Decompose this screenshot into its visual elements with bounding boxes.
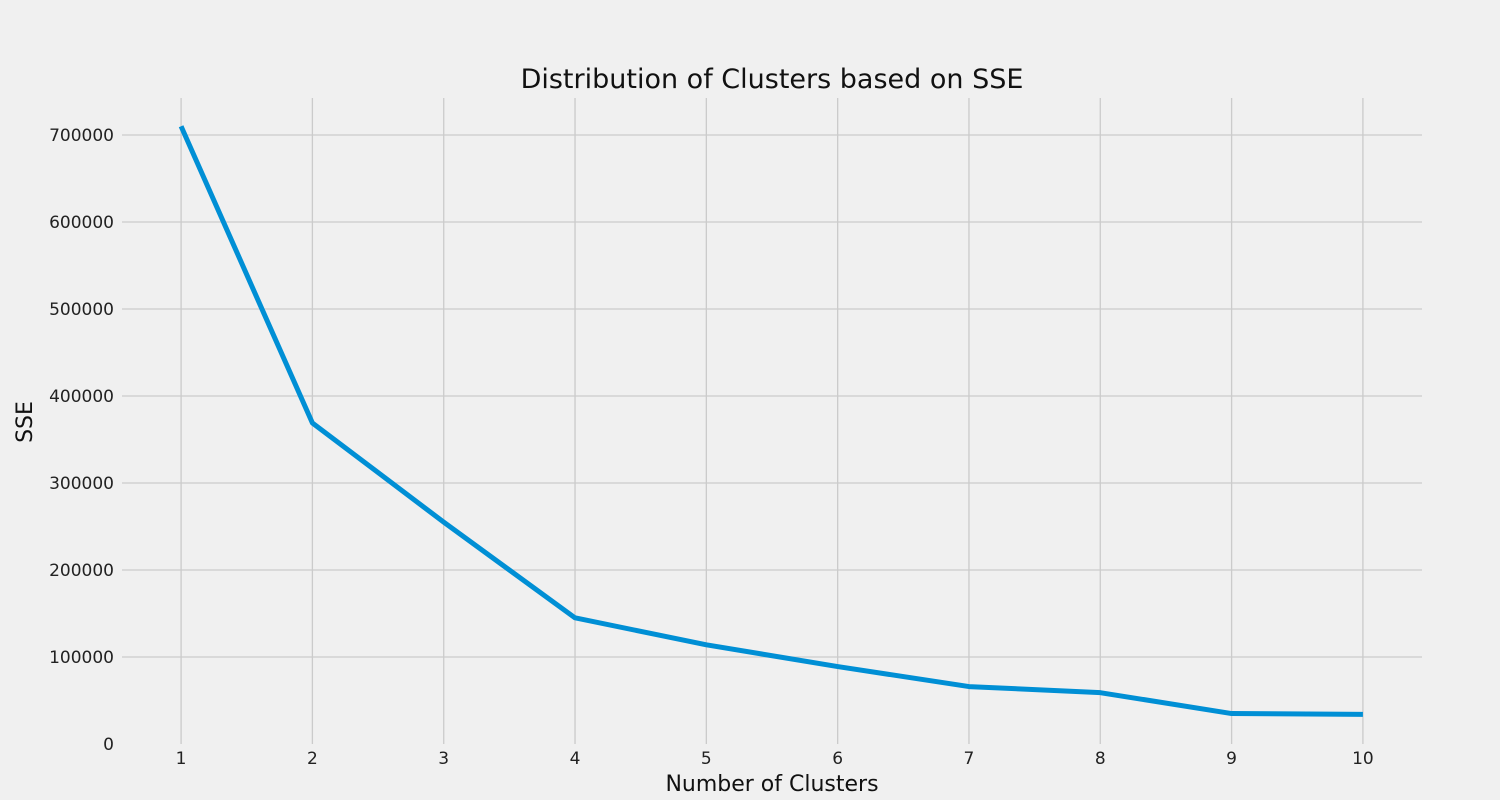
- y-tick-label: 300000: [49, 474, 114, 494]
- y-tick-label: 100000: [49, 648, 114, 668]
- x-tick-label: 2: [307, 749, 318, 769]
- y-tick-label: 600000: [49, 213, 114, 233]
- y-tick-label: 400000: [49, 387, 114, 407]
- x-tick-label: 5: [701, 749, 712, 769]
- series-line: [178, 125, 1363, 717]
- vertical-gridlines: [180, 98, 1364, 744]
- horizontal-gridlines: [122, 134, 1422, 658]
- y-tick-label: 700000: [49, 126, 114, 146]
- x-tick-label: 9: [1226, 749, 1237, 769]
- y-axis-label: SSE: [13, 401, 38, 443]
- x-tick-label: 8: [1095, 749, 1106, 769]
- y-tick-label: 200000: [49, 561, 114, 581]
- series-layer: [178, 125, 1364, 717]
- x-tick-labels: 1 2 3 4 5 6 7 8 9 10: [176, 749, 1374, 769]
- x-tick-label: 10: [1352, 749, 1374, 769]
- x-tick-label: 4: [570, 749, 581, 769]
- x-tick-label: 7: [964, 749, 975, 769]
- y-tick-label: 500000: [49, 300, 114, 320]
- x-axis-label: Number of Clusters: [665, 772, 878, 797]
- chart-title: Distribution of Clusters based on SSE: [521, 64, 1024, 95]
- x-tick-label: 3: [438, 749, 449, 769]
- y-tick-label: 0: [103, 735, 114, 755]
- x-tick-label: 1: [176, 749, 187, 769]
- x-tick-label: 6: [832, 749, 843, 769]
- y-tick-labels: 0 100000 200000 300000 400000 500000 600000 700…: [49, 126, 114, 755]
